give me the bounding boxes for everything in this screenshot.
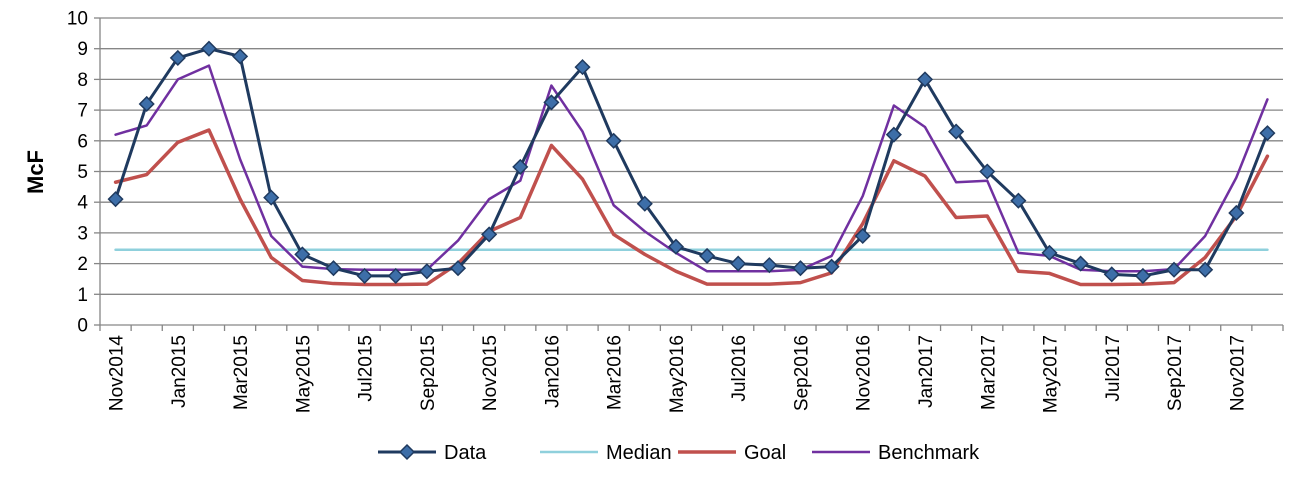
x-tick-label-Sep2016: Sep2016 (791, 335, 812, 411)
x-tick-label-Sep2015: Sep2015 (418, 335, 439, 411)
data-point-May2016 (667, 238, 684, 255)
data-point-Dec2014 (138, 95, 155, 113)
x-tick-label-Jan2017: Jan2017 (916, 335, 937, 408)
data-point-Mar2015 (232, 48, 249, 65)
data-point-Dec2017 (1259, 125, 1276, 142)
data-point-Dec2016 (885, 126, 902, 143)
series-line-data (114, 47, 1269, 278)
data-point-Jun2015 (325, 260, 342, 277)
series-lines (113, 47, 1270, 287)
legend: Data Median Goal Benchmark (378, 442, 980, 464)
data-point-Apr2016 (636, 195, 653, 212)
y-tick-label: 6 (77, 131, 88, 152)
legend-label-median: Median (606, 442, 672, 464)
legend-label-data: Data (444, 442, 487, 464)
data-point-Mar2016 (605, 132, 622, 149)
data-markers (107, 40, 1276, 284)
legend-item-data: Data (378, 442, 487, 464)
data-point-Apr2017 (1010, 192, 1027, 209)
legend-label-goal: Goal (744, 442, 786, 464)
data-point-Feb2017 (948, 123, 965, 140)
legend-item-median: Median (540, 442, 672, 464)
y-tick-label: 0 (77, 316, 88, 337)
legend-item-goal: Goal (678, 442, 786, 464)
axes (94, 17, 1284, 331)
data-point-Oct2017 (1197, 261, 1214, 278)
legend-label-benchmark: Benchmark (878, 442, 980, 464)
x-tick-label-May2017: May2017 (1041, 335, 1062, 413)
x-tick-label-Jan2016: Jan2016 (542, 335, 563, 408)
x-tick-label-Mar2015: Mar2015 (231, 335, 252, 410)
y-tick-label: 4 (77, 193, 88, 214)
data-point-Feb2016 (574, 59, 591, 76)
data-point-Aug2015 (387, 267, 404, 284)
data-point-Jun2016 (699, 247, 716, 264)
x-tick-label-Sep2017: Sep2017 (1165, 335, 1186, 411)
data-point-Jan2016 (543, 94, 560, 111)
series-line-benchmark (114, 64, 1269, 273)
x-tick-label-Jul2015: Jul2015 (356, 335, 377, 402)
data-point-Sep2016 (792, 260, 809, 277)
data-point-Jan2017 (916, 71, 934, 88)
data-point-Oct2015 (449, 260, 467, 277)
x-tick-label-May2015: May2015 (293, 335, 314, 413)
y-tick-label: 2 (77, 254, 88, 275)
x-tick-label-Jul2016: Jul2016 (729, 335, 750, 402)
data-point-Nov2014 (107, 191, 124, 208)
x-tick-label-Mar2016: Mar2016 (605, 335, 626, 410)
x-tick-label-May2016: May2016 (667, 335, 688, 413)
series-line-goal (113, 128, 1270, 287)
data-point-Aug2016 (761, 257, 778, 274)
data-point-Nov2016 (854, 227, 871, 245)
y-tick-label: 3 (77, 223, 88, 244)
x-tick-labels: Nov2014 Jan2015 Mar2015 May2015 Jul2015 Sep20… (107, 335, 1249, 414)
data-point-May2017 (1041, 244, 1058, 261)
data-point-Apr2015 (263, 189, 280, 206)
x-tick-label-Nov2015: Nov2015 (480, 335, 501, 411)
data-point-Sep2015 (418, 263, 435, 280)
x-tick-label-Jul2017: Jul2017 (1103, 335, 1124, 402)
y-axis-title: McF (23, 150, 48, 194)
x-tick-label-Nov2016: Nov2016 (854, 335, 875, 411)
y-tick-label: 1 (77, 285, 88, 306)
gridlines (100, 17, 1283, 295)
data-point-Dec2015 (512, 158, 529, 175)
data-point-Jul2015 (356, 267, 373, 284)
legend-item-benchmark: Benchmark (812, 442, 980, 464)
data-point-Nov2015 (481, 226, 498, 243)
x-tick-label-Nov2017: Nov2017 (1227, 335, 1248, 411)
y-tick-label: 8 (77, 70, 88, 91)
data-point-Jul2016 (730, 255, 747, 272)
y-tick-label: 10 (67, 9, 88, 30)
x-tick-label-Mar2017: Mar2017 (978, 335, 999, 410)
data-point-Mar2017 (979, 163, 996, 180)
y-tick-label: 7 (77, 101, 88, 122)
legend-marker-data (398, 443, 416, 461)
data-point-Jun2017 (1072, 255, 1089, 272)
data-point-Feb2015 (200, 40, 218, 57)
data-point-Aug2017 (1134, 267, 1151, 284)
y-tick-label: 9 (77, 39, 88, 60)
data-point-May2015 (294, 246, 311, 263)
x-tick-label-Nov2014: Nov2014 (107, 335, 128, 411)
data-point-Sep2017 (1165, 261, 1183, 278)
data-point-Nov2017 (1228, 204, 1245, 222)
y-tick-labels: 0 1 2 3 4 5 6 7 8 9 10 (67, 9, 89, 337)
data-point-Jan2015 (169, 49, 186, 66)
x-tick-label-Jan2015: Jan2015 (169, 335, 190, 408)
data-point-Jul2017 (1103, 266, 1120, 283)
y-tick-label: 5 (77, 162, 88, 183)
data-point-Oct2016 (823, 258, 840, 275)
